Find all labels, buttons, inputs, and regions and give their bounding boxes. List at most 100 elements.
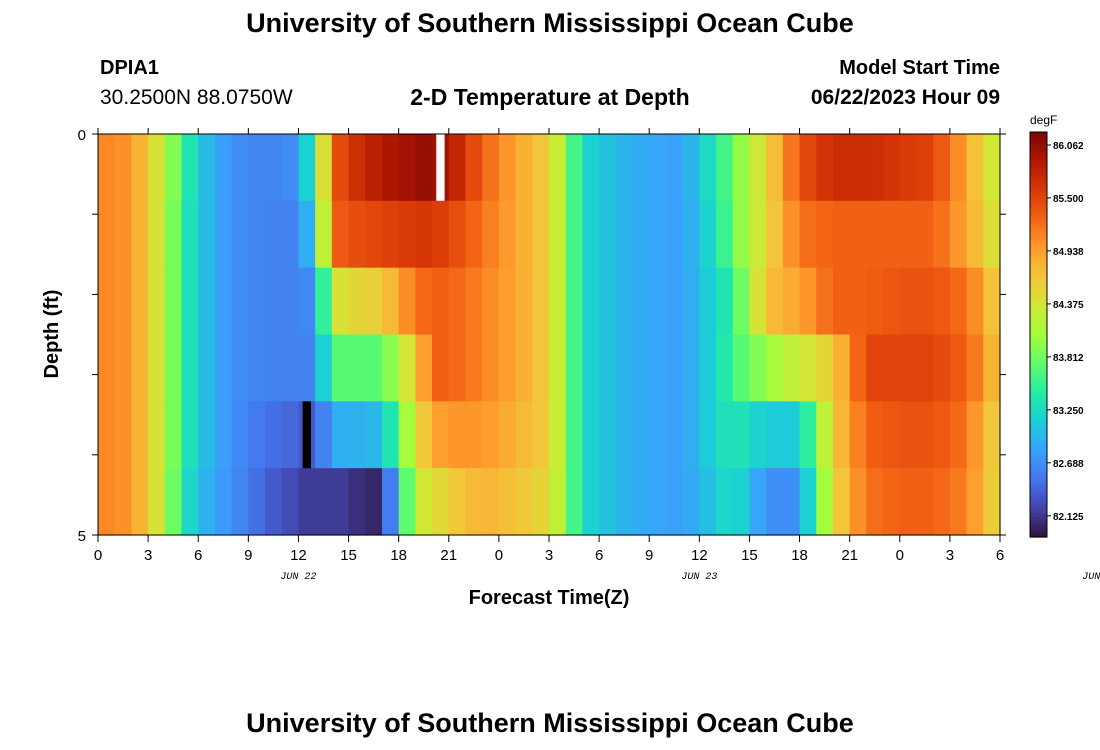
- heatmap-cell: [198, 134, 216, 202]
- heatmap-cell: [883, 267, 901, 336]
- heatmap-cell: [849, 468, 867, 536]
- colorbar-segment: [1030, 493, 1047, 498]
- heatmap-cell: [599, 267, 617, 336]
- heatmap-cell: [331, 267, 350, 336]
- colorbar-segment: [1030, 273, 1047, 278]
- colorbar-segment: [1030, 263, 1047, 268]
- colorbar-segment: [1030, 192, 1047, 197]
- chart-subtitle: 2-D Temperature at Depth: [410, 84, 690, 110]
- heatmap-cell: [432, 267, 450, 336]
- heatmap-cell: [632, 200, 650, 269]
- heatmap-cell: [315, 200, 333, 269]
- heatmap-cell: [749, 267, 767, 336]
- heatmap-cell: [498, 468, 517, 536]
- heatmap-cell: [114, 334, 132, 402]
- heatmap-cell: [799, 334, 817, 402]
- heatmap-cell: [832, 468, 851, 536]
- heatmap-cell: [482, 401, 500, 469]
- heatmap-cell: [916, 134, 934, 202]
- heatmap-cell: [381, 468, 400, 536]
- heatmap-cell: [365, 267, 383, 336]
- colorbar-segment: [1030, 449, 1047, 454]
- heatmap-cell: [98, 200, 116, 269]
- heatmap-cell: [649, 334, 667, 402]
- heatmap-cell: [983, 200, 1001, 269]
- heatmap-cell: [665, 468, 684, 536]
- heatmap-cell: [515, 468, 533, 536]
- heatmap-cell: [465, 468, 483, 536]
- heatmap-cell: [966, 267, 984, 336]
- colorbar-segment: [1030, 175, 1047, 180]
- colorbar-segment: [1030, 196, 1047, 201]
- heatmap-cell: [348, 334, 366, 402]
- heatmap-cell: [699, 468, 717, 536]
- x-tick-label: 6: [996, 547, 1004, 564]
- heatmap-cell: [381, 334, 400, 402]
- heatmap-cell: [465, 334, 483, 402]
- heatmap-cell: [682, 468, 700, 536]
- colorbar-segment: [1030, 283, 1047, 288]
- heatmap-cell: [966, 468, 984, 536]
- x-tick-label: 3: [946, 547, 954, 564]
- heatmap-cell: [565, 334, 583, 402]
- heatmap-cell: [949, 200, 968, 269]
- colorbar-segment: [1030, 385, 1047, 390]
- heatmap-cell: [966, 401, 984, 469]
- heatmap-cell: [114, 401, 132, 469]
- colorbar-segment: [1030, 378, 1047, 383]
- x-tick-label: 18: [390, 547, 407, 564]
- colorbar-segment: [1030, 445, 1047, 450]
- heatmap-cell: [883, 134, 901, 202]
- colorbar-segment: [1030, 172, 1047, 177]
- colorbar-segment: [1030, 466, 1047, 471]
- colorbar-segment: [1030, 145, 1047, 150]
- colorbar-segment: [1030, 179, 1047, 184]
- heatmap-cell: [482, 267, 500, 336]
- heatmap-cell: [381, 200, 400, 269]
- heatmap-cell: [131, 468, 149, 536]
- colorbar-tick-label: 86.062: [1053, 141, 1084, 152]
- colorbar-segment: [1030, 287, 1047, 292]
- heatmap-cell: [866, 401, 884, 469]
- heatmap-cell: [398, 334, 416, 402]
- heatmap-cell: [515, 401, 533, 469]
- heatmap-cells: [98, 134, 1001, 536]
- heatmap-cell: [582, 267, 600, 336]
- colorbar-segment: [1030, 432, 1047, 437]
- colorbar-segment: [1030, 314, 1047, 319]
- heatmap-cell: [181, 134, 199, 202]
- y-tick-label: 5: [78, 528, 86, 545]
- heatmap-cell: [599, 134, 617, 202]
- heatmap-cell: [799, 200, 817, 269]
- station-id: DPIA1: [100, 57, 159, 79]
- heatmap-cell: [766, 134, 784, 202]
- heatmap-cell: [498, 200, 517, 269]
- heatmap-cell: [148, 468, 166, 536]
- heatmap-cell: [214, 267, 233, 336]
- heatmap-cell: [131, 401, 149, 469]
- heatmap-cell: [181, 334, 199, 402]
- heatmap-cell: [582, 134, 600, 202]
- heatmap-cell: [716, 468, 734, 536]
- x-tick-label: 21: [440, 547, 457, 564]
- heatmap-cell: [482, 334, 500, 402]
- heatmap-cell: [98, 468, 116, 536]
- heatmap-cell: [565, 468, 583, 536]
- heatmap-cell: [916, 401, 934, 469]
- heatmap-cell: [632, 401, 650, 469]
- heatmap-cell: [298, 267, 316, 336]
- heatmap-cell: [933, 401, 951, 469]
- colorbar-segment: [1030, 462, 1047, 467]
- colorbar-segment: [1030, 213, 1047, 217]
- heatmap-cell: [298, 134, 316, 202]
- colorbar-segment: [1030, 344, 1047, 349]
- heatmap-cell: [281, 134, 300, 202]
- colorbar-segment: [1030, 334, 1047, 339]
- heatmap-cell: [398, 401, 416, 469]
- heatmap-cell: [899, 334, 918, 402]
- heatmap-cell: [549, 401, 567, 469]
- heatmap-cell: [549, 200, 567, 269]
- heatmap-cell: [916, 267, 934, 336]
- heatmap-cell: [532, 468, 550, 536]
- heatmap-cell: [164, 468, 183, 536]
